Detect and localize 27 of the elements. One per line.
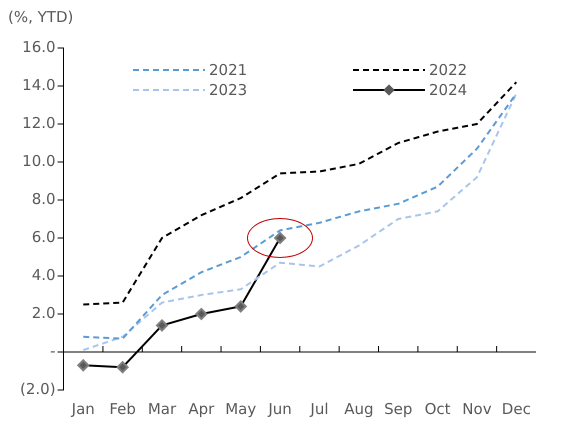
y-tick-label: 14.0: [22, 76, 56, 94]
x-tick-label: Aug: [344, 400, 374, 418]
x-tick-label: Jul: [309, 400, 329, 418]
y-tick-label: 8.0: [32, 190, 56, 208]
x-tick-label: Sep: [384, 400, 412, 418]
legend-label: 2023: [209, 81, 248, 99]
legend-label: 2021: [209, 61, 248, 79]
y-tick-label: (2.0): [20, 380, 56, 398]
x-tick-label: Mar: [148, 400, 177, 418]
x-tick-label: May: [225, 400, 256, 418]
x-tick-label: Dec: [502, 400, 531, 418]
y-tick-label: 2.0: [32, 304, 56, 322]
y-tick-label: 6.0: [32, 228, 56, 246]
x-tick-label: Nov: [462, 400, 492, 418]
y-tick-label: 4.0: [32, 266, 56, 284]
legend-label: 2022: [429, 61, 468, 79]
x-tick-label: Apr: [188, 400, 216, 418]
y-tick-label: 16.0: [22, 38, 56, 56]
y-tick-label: 12.0: [22, 114, 56, 132]
y-tick-label: -: [50, 342, 56, 360]
y-tick-label: 10.0: [22, 152, 56, 170]
x-tick-label: Oct: [424, 400, 451, 418]
x-tick-label: Feb: [109, 400, 136, 418]
x-tick-label: Jan: [70, 400, 95, 418]
y-axis-title: (%, YTD): [8, 8, 74, 26]
legend-label: 2024: [429, 81, 468, 99]
x-tick-label: Jun: [267, 400, 292, 418]
